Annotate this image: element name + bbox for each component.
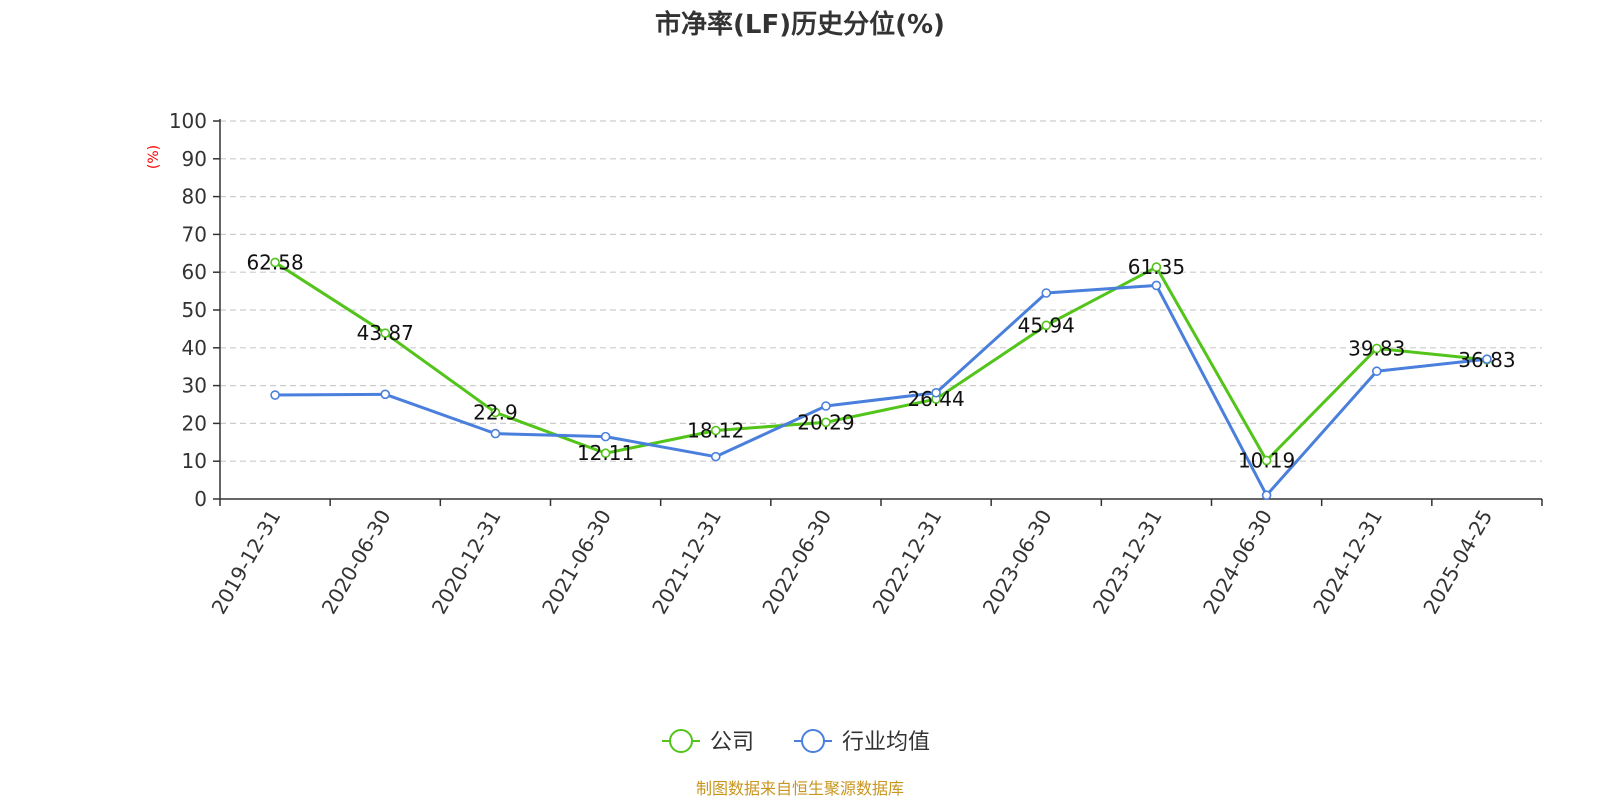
data-label: 12.11: [577, 441, 634, 465]
data-point: [600, 448, 611, 459]
legend-label: 行业均值: [842, 730, 930, 755]
x-tick-label: 2024-12-31: [1308, 506, 1387, 619]
data-labels: 62.58 43.87 22.9 12.11 18.12 20.29 26.44 45.94 6…: [246, 250, 1515, 472]
x-tick-label: 2021-06-30: [537, 506, 616, 619]
data-point: [1482, 354, 1492, 364]
data-point: [821, 417, 831, 428]
data-point: [1371, 343, 1382, 354]
legend-item-2: 行业均值: [794, 729, 930, 755]
data-point: [270, 257, 280, 268]
x-tick-label: 2019-12-31: [207, 506, 286, 619]
data-point: [270, 390, 280, 400]
data-point: [710, 451, 721, 462]
x-tick-label: 2021-12-31: [647, 506, 726, 619]
data-point: [600, 431, 611, 442]
series-line: [274, 261, 1488, 462]
y-tick-label: 50: [182, 298, 207, 322]
x-tick-label: 2023-06-30: [978, 506, 1057, 619]
data-source-note: 制图数据来自恒生聚源数据库: [696, 779, 904, 798]
data-point: [1261, 490, 1272, 501]
data-point: [710, 425, 721, 436]
x-tick-label: 2024-06-30: [1198, 506, 1277, 619]
data-point: [821, 401, 831, 411]
data-label: 18.12: [687, 419, 744, 443]
data-point: [1151, 280, 1162, 291]
y-tick-label: 0: [194, 487, 207, 511]
data-point: [380, 328, 391, 338]
data-label: 45.94: [1018, 313, 1075, 337]
data-label: 36.83: [1458, 348, 1515, 372]
series-1: [270, 257, 1492, 466]
data-label: 43.87: [357, 321, 414, 345]
series-2: [270, 280, 1492, 501]
y-axis-unit-label: (%): [146, 145, 162, 169]
legend-marker: [669, 729, 693, 753]
data-point: [1261, 455, 1272, 466]
y-tick-label: 60: [182, 260, 207, 284]
data-label: 62.58: [246, 250, 303, 274]
data-point: [490, 407, 501, 418]
series-line: [275, 283, 1488, 497]
y-tick-label: 90: [182, 147, 207, 171]
data-point: [1041, 288, 1052, 298]
y-tick-label: 30: [182, 374, 207, 398]
data-point: [380, 389, 391, 400]
data-label: 10.19: [1238, 448, 1295, 472]
data-label: 20.29: [797, 410, 854, 434]
data-point: [1371, 366, 1382, 377]
data-point: [1041, 320, 1052, 331]
y-tick-label: 100: [169, 109, 207, 133]
x-tick-label: 2020-06-30: [317, 506, 396, 619]
legend: 公司 行业均值: [662, 729, 930, 755]
legend-marker: [801, 729, 825, 753]
chart-title: 市净率(LF)历史分位(%): [655, 9, 945, 40]
x-tick-label: 2022-12-31: [868, 505, 947, 618]
gridlines: [220, 120, 1542, 462]
data-label: 39.83: [1348, 336, 1405, 360]
y-tick-label: 70: [182, 222, 207, 246]
y-tick-label: 10: [182, 449, 207, 473]
data-point: [931, 387, 941, 398]
series-layer: [270, 257, 1492, 501]
y-tick-label: 80: [182, 185, 207, 209]
x-tick-label: 2025-04-25: [1418, 506, 1497, 619]
x-tick-label: 2022-06-30: [757, 506, 836, 619]
x-tick-label: 2023-12-31: [1088, 506, 1167, 619]
data-point: [490, 428, 501, 439]
y-tick-label: 20: [182, 411, 207, 435]
data-label: 26.44: [907, 387, 964, 411]
data-point: [1151, 262, 1162, 272]
legend-item-1: 公司: [662, 729, 754, 755]
y-tick-label: 40: [182, 336, 207, 360]
legend-label: 公司: [710, 730, 754, 755]
axes: 0 10 20 30 40 50 60 70 80 90 100 2019-12-31 2020-06-…: [169, 109, 1543, 619]
data-label: 22.9: [473, 400, 518, 424]
x-tick-label: 2020-12-31: [427, 505, 506, 618]
data-label: 61.35: [1128, 255, 1185, 279]
